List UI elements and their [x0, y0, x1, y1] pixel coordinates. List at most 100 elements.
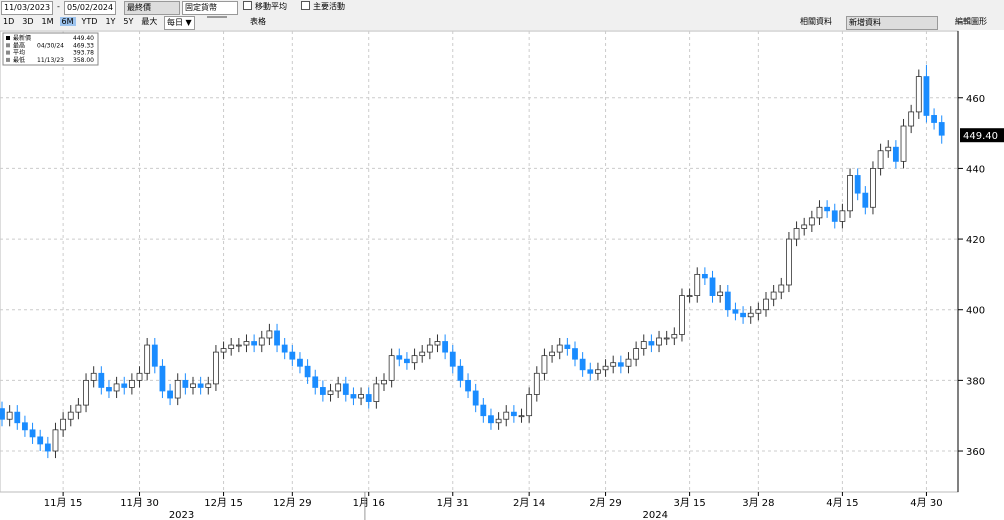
period-button[interactable]: 1Y — [105, 17, 116, 26]
candle-body — [740, 312, 746, 318]
period-button[interactable]: 1D — [3, 17, 15, 26]
x-tick-label: 3月 28 — [742, 497, 774, 509]
candle-body — [503, 411, 510, 420]
candle-body — [182, 379, 189, 388]
candle-body — [106, 387, 112, 392]
candle-body — [289, 351, 296, 360]
table-button[interactable]: 表格 — [250, 17, 266, 26]
candle-body — [533, 372, 540, 395]
candle-body — [312, 376, 319, 388]
candle-body — [342, 383, 349, 395]
end-date[interactable]: 05/02/2024 — [64, 1, 117, 15]
period-button[interactable]: YTD — [81, 17, 98, 26]
legend-swatch — [6, 43, 10, 48]
edit-chart[interactable]: 編輯圖形 — [955, 17, 987, 26]
candle-body — [228, 344, 235, 349]
candle-body — [686, 295, 693, 297]
x-tick-label: 11月 15 — [44, 497, 83, 509]
related-data[interactable]: 相關資料 — [800, 17, 832, 26]
candle-body — [480, 404, 487, 417]
candle-body — [892, 146, 899, 162]
candle-body — [931, 115, 937, 123]
candle-body — [808, 217, 815, 226]
candle-body — [763, 298, 769, 311]
chart: 360 380 400 420 440 460 11月 15 11月 30 12月 15 12月 … — [0, 30, 1004, 520]
period-button[interactable]: 最大 — [141, 17, 158, 26]
period-button[interactable]: 1M — [41, 17, 54, 26]
candle-body — [908, 111, 915, 127]
candle-body — [495, 418, 502, 424]
candle-body — [29, 429, 36, 438]
candle-body — [449, 351, 456, 367]
separator: - — [57, 2, 60, 11]
x-tick-label: 3月 15 — [673, 497, 705, 509]
period-button[interactable]: 6M — [59, 17, 76, 26]
price-field[interactable]: 最終價 — [124, 1, 180, 15]
candle-body — [434, 341, 441, 346]
candle-body — [793, 228, 800, 240]
x-tick-label: 2月 14 — [513, 497, 545, 509]
candle-body — [90, 372, 97, 381]
candle-body — [465, 379, 471, 392]
candle-body — [6, 411, 13, 420]
legend: 最新價 449.40 最高 04/30/24 469.33 平均 393.78 最低 11/13… — [2, 32, 99, 66]
candle-body — [37, 436, 44, 445]
y-tick-label: 460 — [966, 94, 985, 105]
candle-body — [297, 358, 303, 367]
period-button[interactable]: 3D — [22, 17, 34, 26]
currency[interactable]: 固定貨幣 — [182, 1, 238, 15]
candle-body — [457, 365, 464, 381]
candle-body — [862, 192, 869, 208]
candle-body — [579, 358, 586, 371]
candle-body — [694, 273, 701, 296]
candle-body — [44, 443, 51, 452]
candle-body — [60, 418, 67, 431]
candle-body — [243, 341, 250, 346]
candle-body — [572, 348, 578, 360]
candle-body — [854, 175, 861, 194]
x-tick-label: 1月 16 — [353, 497, 385, 509]
candle-body — [159, 365, 166, 392]
key-events[interactable]: 主要活動 — [301, 1, 345, 13]
candle-body — [816, 206, 823, 219]
candle-body — [52, 429, 59, 452]
x-tick-label: 12月 29 — [273, 497, 312, 509]
y-tick-label: 440 — [966, 164, 985, 175]
candle-body — [877, 150, 884, 169]
legend-swatch — [6, 36, 10, 40]
candle-body — [663, 337, 670, 340]
last-price-box — [960, 128, 1004, 143]
legend-name: 最低 — [13, 56, 25, 64]
candle-body — [128, 379, 135, 388]
candle-body — [709, 277, 716, 296]
candle-body — [587, 369, 594, 374]
candle-body — [602, 365, 609, 371]
candle-body — [656, 337, 662, 346]
period-button[interactable]: 5Y — [123, 17, 134, 26]
candle-body — [824, 206, 831, 212]
candle-body — [786, 238, 792, 286]
moving-average[interactable]: 移動平均 — [243, 1, 287, 13]
candle-body — [350, 394, 357, 399]
candle-body — [83, 379, 89, 406]
candle-body — [747, 312, 754, 318]
candle-body — [258, 337, 265, 346]
candle-body — [365, 394, 372, 402]
x-tick-label: 4月 30 — [910, 497, 942, 509]
candle-body — [404, 358, 410, 364]
candle-body — [633, 348, 640, 360]
legend-value: 358.00 — [73, 57, 94, 64]
candle-body — [915, 76, 922, 113]
chart-mode[interactable] — [207, 16, 227, 18]
y-tick-label: 380 — [966, 376, 985, 387]
candle-body — [938, 122, 945, 136]
candle-body — [510, 411, 517, 417]
candle-body — [732, 309, 739, 314]
start-date[interactable]: 11/03/2023 — [1, 1, 54, 15]
candle-body — [885, 146, 892, 152]
candle-body — [617, 362, 624, 367]
add-data[interactable]: 新增資料 — [846, 16, 938, 30]
y-tick-label: 400 — [966, 306, 985, 317]
frequency[interactable]: 每日 ▼ — [164, 16, 195, 30]
